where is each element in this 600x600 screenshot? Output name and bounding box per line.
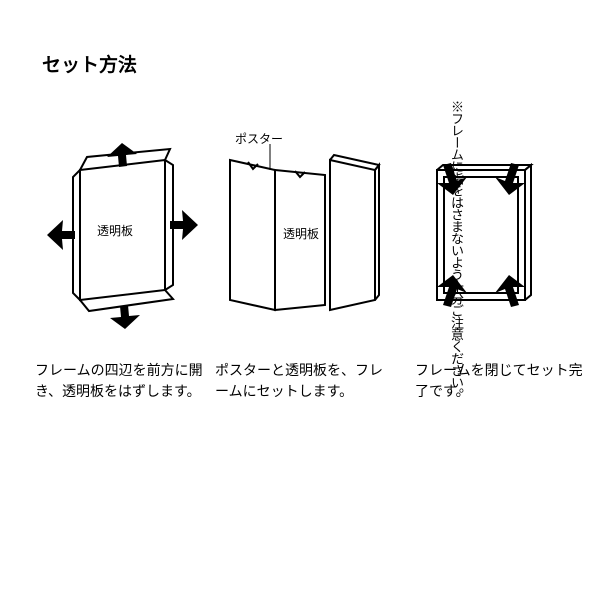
panel-insert: ポスター 透明板 — [215, 125, 385, 340]
label-clear-panel2: 透明板 — [283, 225, 319, 242]
warning-text: ※フレームに指をはさまないよう十分ご注意ください。 — [447, 100, 465, 400]
caption-2: ポスターと透明板を、フレームにセットします。 — [215, 360, 385, 402]
caption-3: フレームを閉じてセット完了です。 — [415, 360, 585, 402]
caption-1: フレームの四辺を前方に開き、透明板をはずします。 — [35, 360, 205, 402]
panel-open-frame: 透明板 — [35, 125, 205, 340]
page-title: セット方法 — [42, 50, 137, 77]
label-clear-panel1: 透明板 — [97, 222, 133, 239]
panel-close-frame — [395, 125, 565, 340]
pointer-line — [265, 140, 285, 170]
diagram-close — [395, 125, 565, 335]
